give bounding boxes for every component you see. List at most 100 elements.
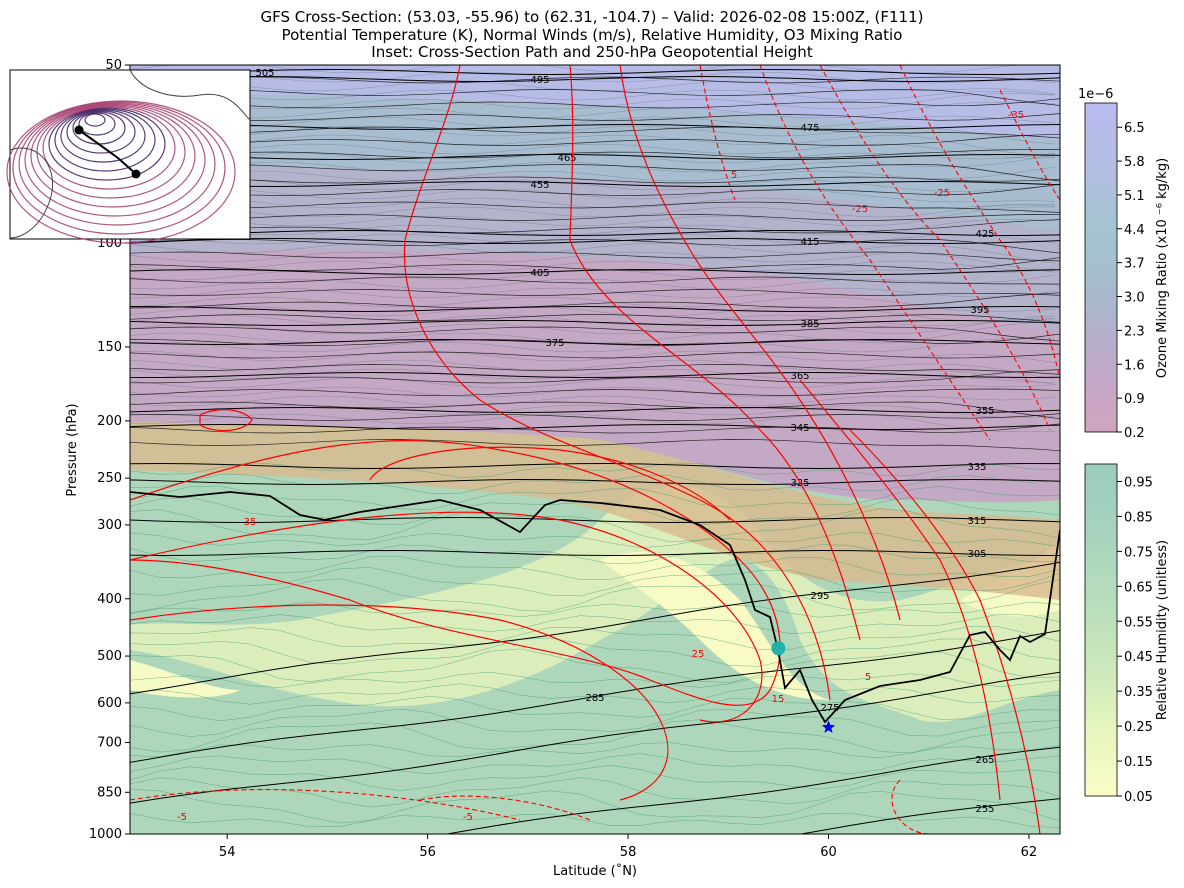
theta-contour — [130, 251, 1060, 262]
wind-contour-negative — [419, 795, 591, 821]
wind-contour-label: -5 — [463, 812, 473, 823]
y-tick-label: 150 — [97, 340, 122, 355]
x-tick-label: 54 — [219, 845, 236, 860]
wind-contour-positive — [569, 65, 861, 641]
inset-height-contour — [12, 101, 226, 235]
wind-contour-positive — [130, 604, 669, 801]
marker-circle — [771, 641, 786, 656]
inset-coastline — [9, 147, 54, 239]
colorbar-tick-label: 4.4 — [1124, 223, 1145, 238]
y-tick-label: 1000 — [89, 827, 122, 842]
rh-contour-line — [130, 626, 1060, 650]
rh-colorbar: 0.05 0.15 0.25 0.35 0.45 0.55 0.65 0.75 0.85 0.95… — [1084, 463, 1170, 805]
theta-contour — [130, 229, 1060, 237]
theta-contour-label: 265 — [975, 755, 994, 766]
title-line-3: Inset: Cross-Section Path and 250-hPa Ge… — [371, 43, 813, 61]
ozone-contour-line — [130, 359, 1056, 380]
rh-contour-line — [130, 753, 1060, 775]
theta-contour — [130, 176, 1060, 184]
rh-contour-line — [130, 508, 1060, 543]
inset-height-contour — [54, 108, 156, 172]
y-tick-label: 600 — [97, 696, 122, 711]
inset-map — [6, 69, 251, 244]
theta-contour — [130, 326, 1060, 342]
inset-height-contour — [78, 112, 116, 136]
ozone-contour-line — [130, 206, 1056, 227]
theta-contour — [130, 289, 1060, 296]
theta-contour-label: 505 — [255, 68, 274, 79]
y-axis: 1000 850 700 600 500 400 300 250 200 150 100 50 — [89, 58, 130, 842]
theta-contour-label: 285 — [585, 693, 604, 704]
theta-contour-label: 305 — [967, 549, 986, 560]
theta-contour — [130, 406, 1060, 414]
theta-contour — [130, 201, 1060, 213]
theta-contour — [130, 123, 1060, 131]
title-line-1: GFS Cross-Section: (53.03, -55.96) to (6… — [261, 8, 924, 26]
ozone-contour-line — [130, 154, 1056, 173]
rh-dry-band — [130, 486, 1060, 723]
colorbar-tick-label: 0.75 — [1124, 545, 1153, 560]
wind-contour-label: -25 — [852, 204, 868, 215]
y-tick-label: 400 — [97, 592, 122, 607]
inset-height-contour — [42, 106, 176, 190]
theta-contour — [130, 153, 1060, 161]
colorbar-tick-label: 5.8 — [1124, 155, 1145, 170]
rh-contour-line — [130, 567, 1060, 597]
colorbar-tick-label: 3.7 — [1124, 257, 1145, 272]
y-tick-label: 300 — [97, 518, 122, 533]
ozone-contour-line — [130, 404, 1056, 418]
rh-contour-line — [130, 708, 1060, 737]
theta-contour — [130, 478, 1060, 486]
wind-contour-negative — [699, 65, 736, 201]
theta-contour — [130, 75, 1060, 83]
inset-height-contour — [30, 104, 196, 208]
rh-contour-line — [130, 637, 1060, 667]
x-tick-label: 58 — [620, 845, 637, 860]
rh-contour-line — [130, 613, 1060, 634]
colorbar-tick-label: 0.55 — [1124, 615, 1153, 630]
theta-contour — [130, 671, 1060, 805]
theta-contour — [130, 113, 1060, 121]
theta-contour — [130, 305, 1060, 313]
wind-contour-negative — [130, 789, 521, 821]
theta-contour — [130, 214, 1060, 221]
theta-contour-label: 375 — [545, 338, 564, 349]
inset-frame — [9, 69, 251, 240]
ozone-contour-line — [130, 89, 1056, 101]
y-axis-label: Pressure (hPa) — [65, 403, 80, 496]
ozone-contour-line — [130, 251, 1056, 273]
tropopause-fold-band — [130, 422, 1060, 600]
theta-contour-label: 355 — [975, 406, 994, 417]
theta-contour — [130, 333, 1060, 346]
theta-contour-label: 275 — [820, 703, 839, 714]
ozone-field-top — [130, 65, 1060, 140]
theta-contour-label: 365 — [790, 371, 809, 382]
ozone-contour-line — [130, 413, 1056, 433]
colorbar-tick-label: 2.3 — [1124, 324, 1145, 339]
rh-contour-line — [130, 671, 1060, 688]
theta-contour — [130, 98, 1060, 109]
theta-contour — [130, 369, 1060, 384]
theta-contour — [130, 76, 1060, 84]
inset-height-contour — [18, 102, 216, 226]
theta-contour-label: 455 — [530, 180, 549, 191]
ozone-contour-line — [130, 314, 1056, 326]
wind-contour-negative — [899, 65, 1060, 381]
theta-contour-label: 425 — [975, 229, 994, 240]
inset-height-contour — [24, 103, 206, 217]
rh-contour-line — [130, 556, 1060, 580]
inset-height-contour — [84, 113, 106, 127]
wind-contour-label: 35 — [244, 517, 257, 528]
rh-contour-line — [130, 788, 1060, 824]
inset-height-contours — [6, 69, 251, 244]
wind-contour-positive — [130, 511, 763, 723]
ozone-colorbar-body — [1084, 102, 1118, 433]
wind-contour-label: 5 — [731, 170, 737, 181]
theta-contour — [130, 319, 1060, 327]
y-tick-label: 100 — [97, 236, 122, 251]
rh-contour-line — [130, 601, 1060, 618]
inset-height-contour — [60, 109, 146, 163]
theta-contour-label: 295 — [810, 591, 829, 602]
theta-contour-label: 315 — [967, 516, 986, 527]
